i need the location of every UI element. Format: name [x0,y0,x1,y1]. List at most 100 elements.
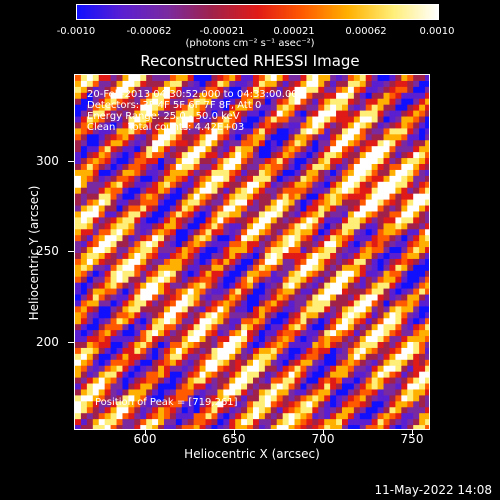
heatmap-cell [300,276,307,284]
heatmap-cell [175,407,183,414]
heatmap-cell [134,92,141,100]
heatmap-cell [377,152,384,159]
heatmap-cell [187,253,195,260]
heatmap-cell [92,158,100,165]
heatmap-cell [336,110,343,117]
heatmap-cell [193,294,200,301]
heatmap-cell [241,205,248,212]
heatmap-cell [359,152,367,159]
heatmap-cell [146,318,153,325]
heatmap-cell [199,146,206,153]
heatmap-cell [116,146,123,153]
heatmap-cell [294,276,301,284]
heatmap-cell [229,152,236,159]
heatmap-cell [336,104,343,111]
heatmap-cell [306,181,313,189]
heatmap-cell [253,241,260,248]
heatmap-cell [330,110,337,117]
heatmap-cell [92,217,100,224]
heatmap-cell [330,365,337,373]
heatmap-cell [324,324,331,331]
heatmap-cell [122,383,129,390]
heatmap-cell [104,211,111,218]
heatmap-cell [217,134,224,141]
heatmap-cell [294,419,301,426]
heatmap-cell [294,300,301,307]
heatmap-cell [347,306,355,313]
heatmap-cell [359,80,367,88]
heatmap-cell [205,199,212,206]
heatmap-cell [247,413,254,420]
heatmap-cell [211,377,218,384]
heatmap-cell [347,347,355,355]
heatmap-cell [164,407,171,414]
heatmap-cell [258,324,266,331]
heatmap-cell [330,205,337,212]
heatmap-cell [300,247,307,254]
heatmap-cell [401,276,408,284]
heatmap-cell [247,276,254,284]
heatmap-cell [229,419,236,426]
heatmap-cell [98,294,106,301]
heatmap-cell [128,359,135,367]
x-axis-tick [323,430,324,436]
heatmap-cell [270,98,278,106]
heatmap-cell [193,318,200,325]
heatmap-cell [419,365,426,373]
heatmap-cell [288,336,295,343]
heatmap-cell [300,104,307,111]
heatmap-cell [264,300,272,307]
heatmap-cell [288,122,295,129]
heatmap-cell [211,146,218,153]
heatmap-cell [359,300,367,307]
heatmap-cell [312,395,319,402]
heatmap-cell [330,92,337,100]
heatmap-cell [413,193,420,200]
heatmap-cell [110,80,117,88]
heatmap-cell [342,389,349,396]
heatmap-cell [365,294,373,301]
heatmap-cell [104,104,111,111]
heatmap-cell [306,140,313,147]
heatmap-cell [264,86,272,94]
heatmap-cell [223,164,230,171]
heatmap-cell [164,324,171,331]
heatmap-cell [169,241,177,248]
heatmap-cell [116,282,123,289]
heatmap-cell [425,158,429,165]
heatmap-cell [407,312,414,319]
heatmap-cell [247,217,254,224]
heatmap-cell [336,300,343,307]
heatmap-cell [158,312,165,319]
heatmap-cell [229,122,236,129]
heatmap-cell [241,223,248,230]
heatmap-cell [371,413,378,420]
heatmap-cell [110,342,117,349]
heatmap-cell [270,223,278,230]
heatmap-cell [164,86,171,94]
heatmap-cell [377,324,384,331]
heatmap-cell [122,98,129,106]
heatmap-cell [330,359,337,367]
heatmap-cell [86,205,94,212]
heatmap-cell [318,158,325,165]
heatmap-cell [187,258,195,266]
heatmap-cell [324,383,331,390]
heatmap-cell [336,211,343,218]
heatmap-cell [164,128,171,135]
heatmap-cell [407,134,414,141]
heatmap-cell [128,389,135,396]
heatmap-cell [270,146,278,153]
heatmap-cell [146,389,153,396]
heatmap-cell [294,383,301,390]
heatmap-cell [407,253,414,260]
heatmap-cell [395,205,402,212]
heatmap-cell [116,193,123,200]
heatmap-cell [128,371,135,378]
heatmap-cell [276,116,284,123]
heatmap-cell [419,116,426,123]
heatmap-cell [152,276,159,284]
heatmap-cell [169,312,177,319]
heatmap-cell [336,389,343,396]
heatmap-cell [318,413,325,420]
